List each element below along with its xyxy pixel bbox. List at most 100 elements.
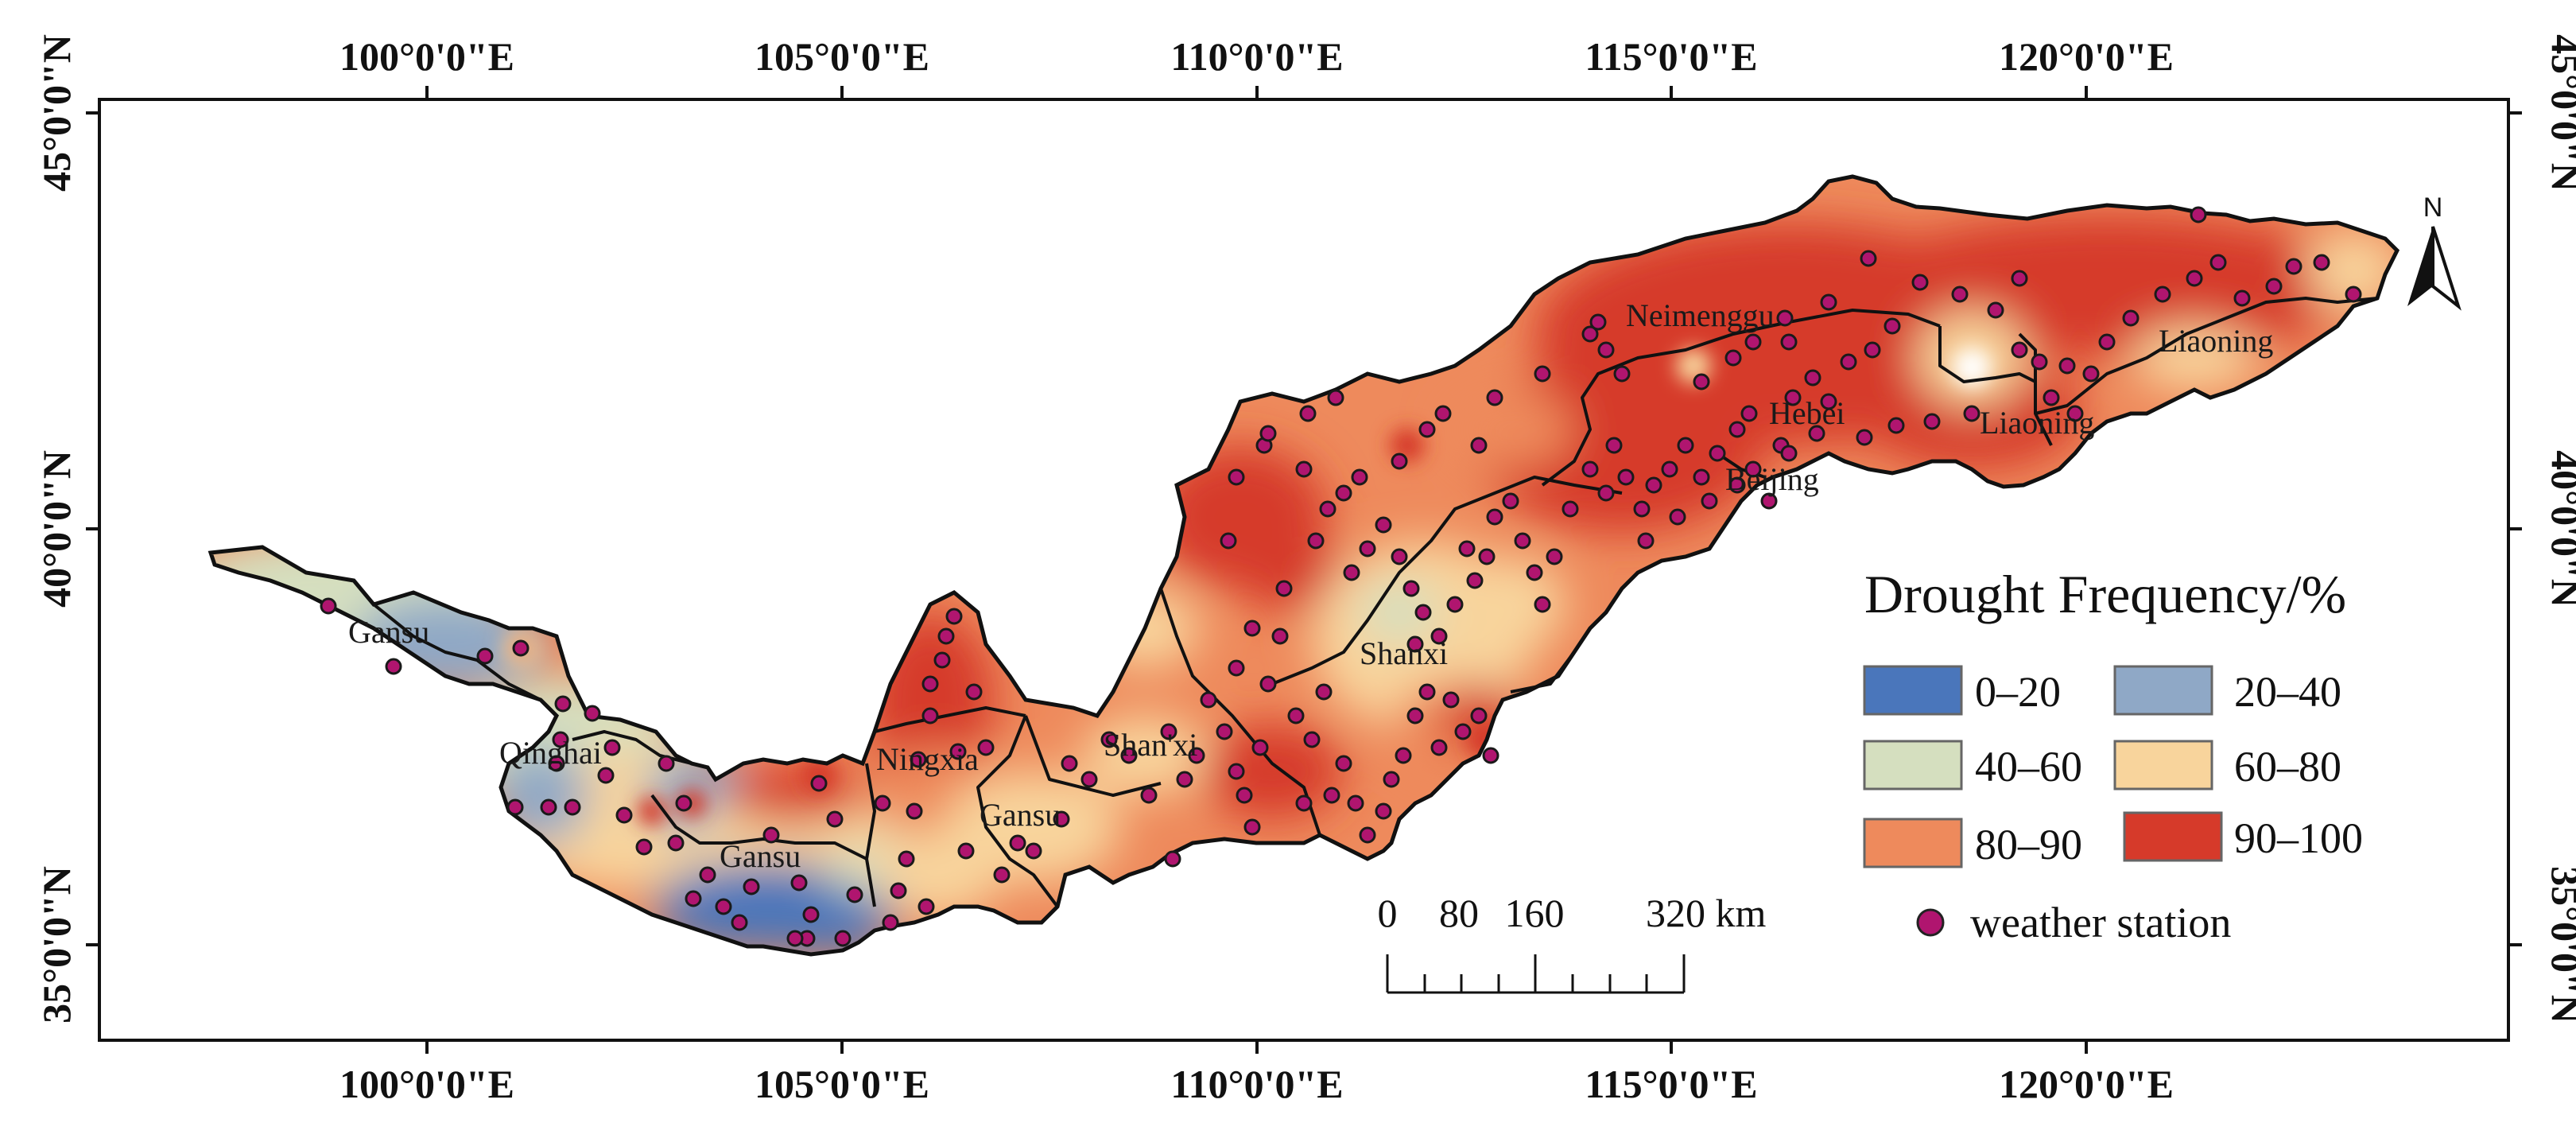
weather-station-marker: [1987, 301, 2004, 319]
scale-label-320: 320 km: [1646, 891, 1767, 935]
weather-station-marker: [1514, 532, 1531, 550]
legend-label-60-80: 60–80: [2234, 743, 2341, 791]
weather-station-marker: [977, 739, 995, 756]
weather-station-marker: [1418, 683, 1436, 701]
lon-label-top: 110°0'0"E: [1170, 34, 1343, 79]
weather-station-marker: [1164, 850, 1181, 868]
weather-station-marker: [1760, 492, 1778, 510]
lon-label-bottom: 120°0'0"E: [1999, 1062, 2174, 1106]
weather-station-marker: [1605, 437, 1623, 454]
north-arrow-left-half: [2407, 227, 2433, 306]
weather-station-marker: [1911, 274, 1929, 291]
weather-station-marker: [1275, 580, 1293, 597]
weather-station-marker: [1808, 425, 1825, 442]
weather-station-marker: [1383, 771, 1400, 788]
weather-station-marker: [1053, 810, 1070, 828]
weather-station-marker: [1728, 421, 1746, 438]
weather-station-marker: [1406, 635, 1424, 653]
weather-station-marker: [1840, 353, 1857, 371]
weather-station-marker: [1319, 500, 1336, 518]
weather-station-marker: [1100, 731, 1118, 748]
province-boundaries: [372, 297, 2378, 908]
weather-station-marker: [1534, 365, 1551, 383]
weather-station-marker: [1669, 508, 1686, 526]
weather-station-marker: [715, 898, 732, 915]
weather-station-marker: [2031, 353, 2048, 371]
weather-station-marker: [1804, 369, 1821, 387]
lon-label-top: 115°0'0"E: [1585, 34, 1757, 79]
weather-station-marker: [1430, 627, 1448, 645]
weather-station-marker: [1864, 341, 1881, 359]
weather-station-marker: [1402, 580, 1420, 597]
weather-station-marker: [790, 874, 808, 892]
weather-station-marker: [1546, 548, 1563, 565]
weather-station-marker: [385, 658, 402, 675]
weather-station-marker: [1307, 532, 1325, 550]
weather-station-marker: [874, 794, 891, 812]
scale-label-160: 160: [1505, 891, 1565, 935]
weather-station-marker: [1375, 802, 1392, 820]
weather-station-marker: [597, 767, 615, 784]
weather-station-marker: [667, 834, 685, 852]
weather-station-marker: [603, 739, 621, 756]
legend-label-90-100: 90–100: [2234, 814, 2363, 862]
weather-station-marker: [564, 798, 581, 816]
weather-station-marker: [810, 775, 828, 792]
weather-station-marker: [1442, 691, 1460, 709]
weather-station-marker: [1860, 250, 1877, 267]
weather-station-marker: [1645, 476, 1662, 494]
weather-station-marker: [1534, 596, 1551, 613]
weather-station-marker: [2233, 289, 2251, 307]
weather-station-marker: [1359, 540, 1376, 557]
weather-station-marker: [1744, 333, 1762, 351]
lon-label-bottom: 110°0'0"E: [1170, 1062, 1343, 1106]
weather-station-marker: [1458, 540, 1476, 557]
weather-station-marker: [1359, 826, 1376, 844]
weather-station-marker: [1589, 313, 1607, 331]
weather-station-marker: [945, 608, 963, 625]
weather-station-marker: [1581, 325, 1599, 343]
weather-station-marker: [584, 705, 601, 722]
weather-station-marker: [506, 798, 524, 816]
province-label-ningxia: Ningxia: [876, 741, 979, 777]
weather-station-marker: [1776, 309, 1794, 327]
weather-station-marker: [2186, 270, 2203, 287]
weather-station-marker: [1486, 508, 1503, 526]
weather-station-marker: [2313, 254, 2330, 271]
weather-station-marker: [1120, 747, 1138, 764]
north-arrow: N: [2407, 192, 2462, 311]
weather-station-marker: [1597, 484, 1615, 502]
province-label-liaoning: Liaoning: [1980, 405, 2094, 441]
legend-label-20-40: 20–40: [2234, 668, 2341, 716]
weather-station-marker: [1923, 413, 1941, 430]
weather-station-marker: [786, 930, 804, 947]
weather-station-marker: [1724, 349, 1742, 367]
weather-station-marker: [1347, 794, 1364, 812]
weather-station-marker: [1526, 564, 1543, 581]
weather-station-marker: [554, 695, 572, 713]
legend-label-40-60: 40–60: [1975, 743, 2082, 791]
weather-station-marker: [910, 751, 927, 768]
province-label-neimenggu: Neimenggu: [1626, 297, 1775, 333]
weather-station-marker: [1391, 453, 1408, 470]
lon-label-top: 120°0'0"E: [1999, 34, 2174, 79]
weather-station-marker: [1709, 445, 1726, 462]
lat-label-right: 45°0'0"N: [2543, 34, 2576, 192]
weather-station-marker: [1287, 707, 1305, 725]
weather-station-marker: [320, 597, 337, 615]
lon-label-top: 105°0'0"E: [755, 34, 929, 79]
weather-station-marker: [957, 842, 975, 860]
scale-label-80: 80: [1439, 891, 1479, 935]
weather-station-marker: [1613, 365, 1631, 383]
weather-station-marker: [834, 930, 852, 947]
weather-station-marker: [512, 639, 530, 657]
weather-station-marker: [1271, 627, 1289, 645]
weather-station-marker: [699, 866, 716, 884]
weather-station-marker: [1693, 373, 1710, 390]
weather-station-marker: [540, 798, 557, 816]
weather-station-marker: [1820, 393, 1837, 410]
lat-label-left: 40°0'0"N: [34, 450, 79, 608]
weather-station-marker: [762, 826, 780, 844]
weather-station-marker: [2154, 286, 2171, 303]
province-label-gansu-east: Gansu: [980, 797, 1061, 833]
